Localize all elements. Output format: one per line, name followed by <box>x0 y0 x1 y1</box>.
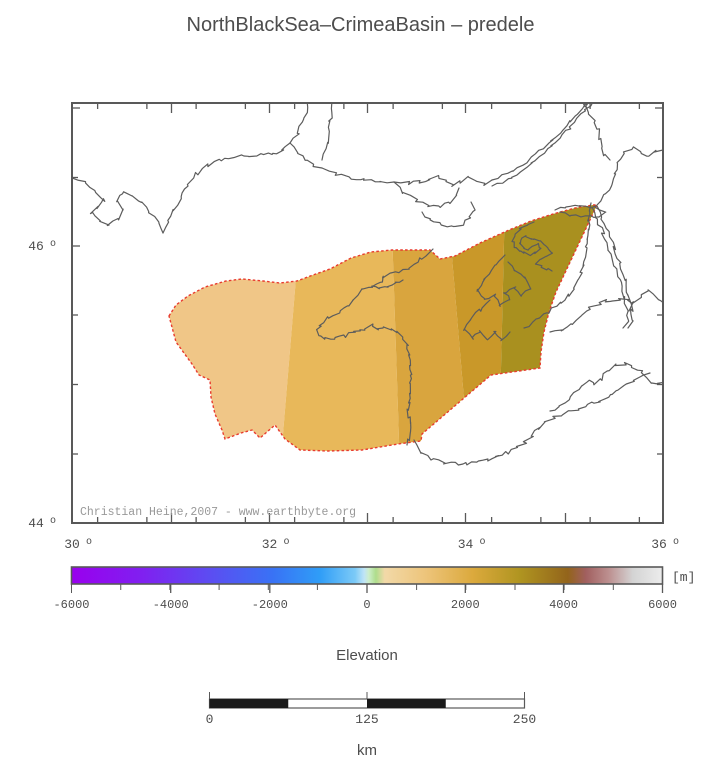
svg-text:44: 44 <box>28 516 44 531</box>
svg-text:o: o <box>673 537 679 548</box>
svg-text:6000: 6000 <box>648 598 677 612</box>
svg-text:o: o <box>86 537 92 548</box>
svg-text:o: o <box>284 537 290 548</box>
svg-text:Christian Heine,2007 - www.ear: Christian Heine,2007 - www.earthbyte.org <box>80 506 356 519</box>
svg-text:o: o <box>50 516 56 527</box>
svg-text:km: km <box>357 742 377 759</box>
svg-text:32: 32 <box>262 537 278 552</box>
svg-text:-6000: -6000 <box>53 598 89 612</box>
svg-text:30: 30 <box>64 537 80 552</box>
svg-text:2000: 2000 <box>451 598 480 612</box>
svg-text:4000: 4000 <box>549 598 578 612</box>
svg-text:-2000: -2000 <box>252 598 288 612</box>
svg-text:o: o <box>480 537 486 548</box>
svg-text:46: 46 <box>28 239 44 254</box>
svg-text:250: 250 <box>513 712 536 727</box>
svg-text:o: o <box>50 239 56 250</box>
svg-text:0: 0 <box>206 712 214 727</box>
svg-text:-4000: -4000 <box>153 598 189 612</box>
svg-text:36: 36 <box>651 537 667 552</box>
svg-text:[m]: [m] <box>672 570 695 585</box>
svg-text:Elevation: Elevation <box>336 647 398 664</box>
svg-text:125: 125 <box>355 712 378 727</box>
svg-text:0: 0 <box>363 598 370 612</box>
svg-text:34: 34 <box>458 537 474 552</box>
